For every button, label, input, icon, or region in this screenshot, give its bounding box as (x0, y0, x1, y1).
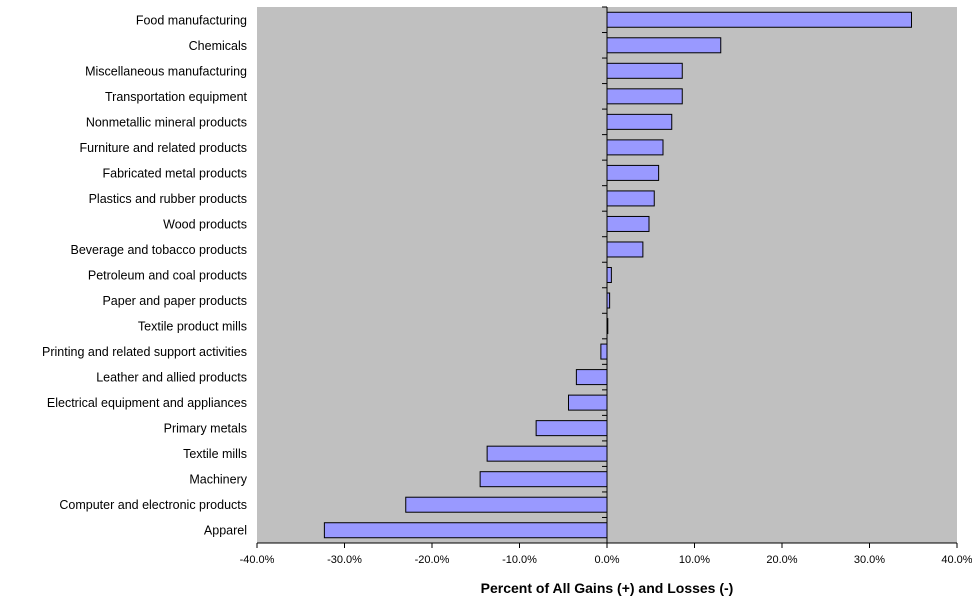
bar (606, 164, 660, 181)
category-label: Leather and allied products (96, 371, 247, 385)
bar (606, 139, 664, 156)
bar (606, 267, 612, 283)
bar (606, 88, 683, 105)
bar (606, 215, 650, 232)
category-label: Transportation equipment (105, 90, 248, 104)
category-label: Electrical equipment and appliances (47, 396, 247, 410)
bar (606, 241, 644, 258)
category-label: Computer and electronic products (59, 498, 247, 512)
category-label: Machinery (189, 473, 247, 487)
x-tick-label: 0.0% (594, 554, 619, 566)
x-tick-label: 40.0% (941, 554, 972, 566)
category-label: Furniture and related products (80, 141, 247, 155)
bar (568, 394, 608, 411)
bar (606, 190, 655, 207)
bar (405, 496, 608, 513)
bar (575, 369, 608, 386)
x-axis: -40.0% -30.0% -20.0% -10.0% 0.0% 10.0% 20.0% 30… (240, 6, 972, 566)
bar (606, 37, 722, 54)
bar (323, 522, 608, 539)
x-tick-label: 20.0% (766, 554, 797, 566)
bar (606, 11, 912, 28)
category-label: Wood products (163, 217, 247, 231)
category-label: Petroleum and coal products (88, 269, 247, 283)
bar (606, 62, 683, 79)
x-tick-label: -30.0% (327, 554, 362, 566)
category-label: Miscellaneous manufacturing (85, 64, 247, 78)
category-label: Chemicals (189, 39, 247, 53)
category-label: Textile mills (183, 447, 247, 461)
bar (600, 343, 608, 360)
bar (486, 445, 608, 462)
x-tick-label: -10.0% (502, 554, 537, 566)
bar (535, 420, 608, 437)
x-tick-label: 30.0% (854, 554, 885, 566)
category-label: Printing and related support activities (42, 345, 247, 359)
category-label: Beverage and tobacco products (70, 243, 247, 257)
category-label: Textile product mills (138, 320, 247, 334)
category-label: Food manufacturing (136, 13, 247, 27)
category-label: Primary metals (164, 422, 247, 436)
category-label: Plastics and rubber products (89, 192, 247, 206)
bar (606, 113, 673, 130)
x-tick-label: -40.0% (240, 554, 275, 566)
x-axis-title: Percent of All Gains (+) and Losses (-) (481, 580, 734, 596)
bar (479, 471, 608, 488)
category-label: Fabricated metal products (102, 166, 247, 180)
category-label: Nonmetallic mineral products (86, 115, 247, 129)
x-tick-label: 10.0% (679, 554, 710, 566)
x-tick-label: -20.0% (415, 554, 450, 566)
category-labels: Food manufacturing Chemicals Miscellaneous… (42, 13, 248, 537)
category-label: Apparel (204, 524, 247, 538)
category-label: Paper and paper products (102, 294, 247, 308)
